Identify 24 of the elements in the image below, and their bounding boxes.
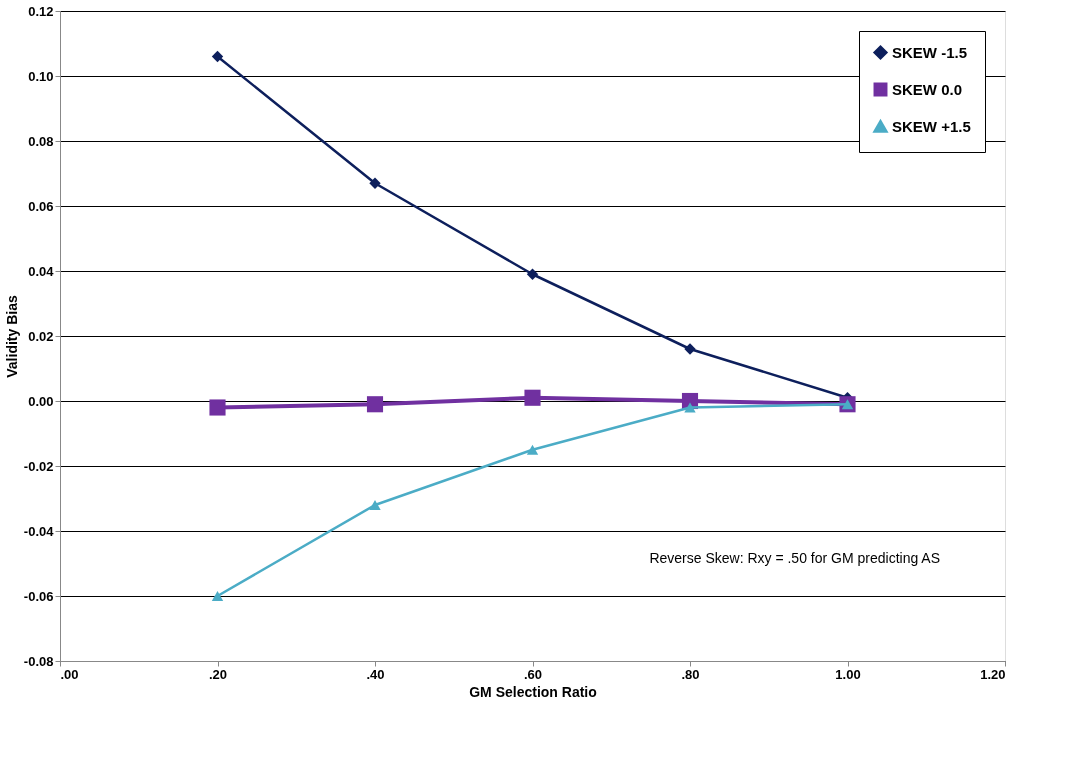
y-tick-label: 0.06 xyxy=(28,198,54,214)
x-tick-label: .00 xyxy=(60,666,79,682)
y-tick-label: 0.08 xyxy=(28,133,54,149)
x-tick-label: .20 xyxy=(208,666,228,682)
y-tick-label: 0.00 xyxy=(28,393,54,409)
x-tick-label: .40 xyxy=(366,666,385,682)
y-tick-label: -0.04 xyxy=(23,523,55,539)
y-axis-title: Validity Bias xyxy=(3,295,20,378)
annotation: Reverse Skew: Rxy = .50 for GM predicting AS xyxy=(649,550,940,566)
y-tick-label: 0.12 xyxy=(28,3,54,19)
x-tick-label: .60 xyxy=(523,666,543,682)
x-tick-label: 1.20 xyxy=(980,666,1006,682)
y-tick-label: -0.08 xyxy=(23,653,54,669)
x-tick-label: .80 xyxy=(681,666,700,682)
y-tick-label: 0.02 xyxy=(28,328,54,344)
y-tick-label: -0.06 xyxy=(23,588,54,604)
legend-label: SKEW +1.5 xyxy=(892,117,971,135)
y-tick-label: -0.02 xyxy=(23,458,54,474)
x-tick-label: 1.00 xyxy=(835,666,861,682)
x-axis-title: GM Selection Ratio xyxy=(469,683,597,700)
y-tick-label: 0.04 xyxy=(28,263,55,279)
legend-label: SKEW -1.5 xyxy=(892,43,968,61)
legend-label: SKEW 0.0 xyxy=(892,80,963,98)
y-tick-label: 0.10 xyxy=(28,68,54,84)
